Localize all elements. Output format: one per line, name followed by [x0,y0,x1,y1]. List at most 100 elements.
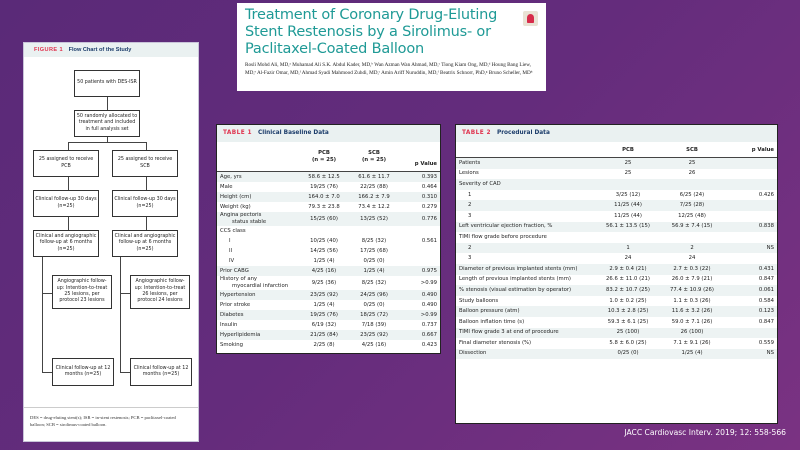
row-label-text: Hyperlipidemia [220,331,261,338]
table-row: I 10/25 (40) 8/25 (32) 0.561 [217,236,440,246]
cell-p [724,200,777,211]
table-column-headers: PCB SCB p Value [456,142,777,158]
table-1-clinical-baseline: TABLE 1 Clinical Baseline Data PCB (n = 2… [216,124,441,354]
cell-scb: 8/25 (32) [361,279,387,286]
figure-1-flow-chart: FIGURE 1 Flow Chart of the Study 50 pati… [23,42,199,442]
cell-scb: 26 [688,170,696,177]
cell-p: >0.99 [399,310,440,320]
row-label-text: Length of previous implanted stents (mm) [459,276,571,283]
cell-pcb: 4/25 (16) [299,266,349,276]
table-row: Lesions 25 26 [456,169,777,180]
cell-scb [660,232,724,243]
row-label: Balloon inflation time (s) [456,317,596,328]
row-label: Balloon pressure (atm) [456,306,596,317]
row-label-text: TIMI flow grade 3 at end of procedure [459,329,559,336]
cell-scb: 1/25 (4) [349,266,399,276]
flow-box-pcb-30d: Clinical follow-up 30 days (n=25) [33,190,99,217]
row-label-text: Hypertension [220,291,256,298]
cell-pcb: 19/25 (76) [310,183,338,190]
connector-line [146,176,147,190]
row-label-text: Diameter of previous implanted stents (m… [459,265,578,272]
row-label: Final diameter stenosis (%) [456,338,596,349]
row-label-text: Balloon inflation time (s) [459,318,525,325]
table-row: Angina pectoris status stable 15/25 (60) 13… [217,212,440,226]
cell-p: 0.490 [399,290,440,300]
cell-pcb: 2.9 ± 0.4 (21) [596,263,660,275]
cell-pcb: 11/25 (44) [596,200,660,211]
cell-p: 0.559 [758,339,774,346]
cell-pcb: 1/25 (4) [313,257,335,264]
row-label-text: Balloon pressure (atm) [459,308,520,315]
cell-scb: 8/25 (32) [361,237,387,244]
table-row: Dissection 0/25 (0) 1/25 (4) NS [456,348,777,360]
row-label-continuation: myocardial infarction [232,283,289,289]
article-title-line: Stent Restenosis by a Sirolimus- or [245,24,491,40]
cell-pcb: 21/25 (84) [299,330,349,340]
crossmark-icon[interactable] [523,11,538,26]
row-label: Weight (kg) [217,202,299,212]
table-row: TIMI flow grade before procedure [456,232,777,243]
cell-scb: 4/25 (16) [361,341,387,348]
author-list: Rosli Mohd Ali, MD,ᵃ Muhamad Ali S.K. Ab… [245,62,533,76]
pcb-header: PCB [318,149,330,156]
connector-line [68,216,69,230]
flow-box-scb-6m: Clinical and angiographic follow-up at 6… [112,230,178,257]
cell-scb: 1/25 (4) [660,348,724,360]
table-row: Patients 25 25 [456,157,777,169]
row-label-text: Final diameter stenosis (%) [459,339,532,346]
cell-pcb: 11/25 (44) [614,212,642,219]
cell-p: 0.393 [399,171,440,182]
column-header-pcb: PCB (n = 25) [299,142,349,172]
cell-scb: 26 (100) [660,327,724,339]
cell-scb: 12/25 (48) [678,212,706,219]
table-label: TABLE 2 [462,130,491,136]
row-label-text: Severity of CAD [459,180,501,187]
row-label-text: 3 [468,255,472,262]
pcb-n: (n = 25) [311,156,337,163]
connector-line [120,256,121,372]
table-row: Length of previous implanted stents (mm)… [456,275,777,286]
article-title-card: Treatment of Coronary Drug-Eluting Stent… [237,3,546,91]
cell-scb: 2.7 ± 0.3 (22) [660,263,724,275]
cell-scb: 0/25 (0) [363,301,385,308]
table-header: TABLE 1 Clinical Baseline Data [217,125,440,142]
scb-header: SCB [368,149,380,156]
table-row: Height (cm) 164.0 ± 7.0 166.2 ± 7.9 0.310 [217,192,440,202]
cell-p: 0.561 [421,237,437,244]
cell-scb: 166.2 ± 7.9 [349,192,399,202]
cell-p: 0.847 [758,318,774,325]
figure-title: Flow Chart of the Study [68,47,132,53]
connector-line [146,142,147,150]
cell-pcb [299,226,349,236]
cell-pcb: 19/25 (76) [299,310,349,320]
cell-scb: 7/25 (28) [660,200,724,211]
connector-line [120,293,130,294]
table-row: Prior CABG 4/25 (16) 1/25 (4) 0.975 [217,266,440,276]
row-label: Prior stroke [217,300,299,310]
cell-pcb: 6/19 (32) [311,321,337,328]
table-row: Severity of CAD [456,179,777,190]
row-label: Hyperlipidemia [217,330,299,340]
cell-pcb: 25 [624,170,632,177]
row-label-text: 1 [468,191,472,198]
row-label: CCS class [217,226,299,236]
flow-box-scb-assigned: 25 assigned to receive SCB [112,150,178,177]
cell-scb: 24 [688,255,696,262]
row-label: 3 [456,253,596,264]
row-label: 2 [456,200,596,211]
cell-scb: 7.1 ± 9.1 (26) [673,339,711,346]
cell-p: 0.423 [421,341,437,348]
column-header-p: p Value [399,142,440,172]
flow-box-pcb-12m: Clinical follow-up at 12 months (n=25) [52,358,114,386]
cell-p: 0.464 [421,183,437,190]
row-label: Diameter of previous implanted stents (m… [456,263,596,275]
flow-box-enrolled: 50 patients with DES-ISR [74,70,140,97]
row-label: IV [217,256,299,266]
column-header-label [456,142,596,158]
table-row: Left ventricular ejection fraction, % 56.… [456,221,777,233]
row-label: Diabetes [217,310,299,320]
connector-line [68,142,147,143]
table-row: 3 24 24 [456,253,777,264]
cell-pcb: 83.2 ± 10.7 (25) [596,285,660,296]
cell-p [724,157,777,169]
